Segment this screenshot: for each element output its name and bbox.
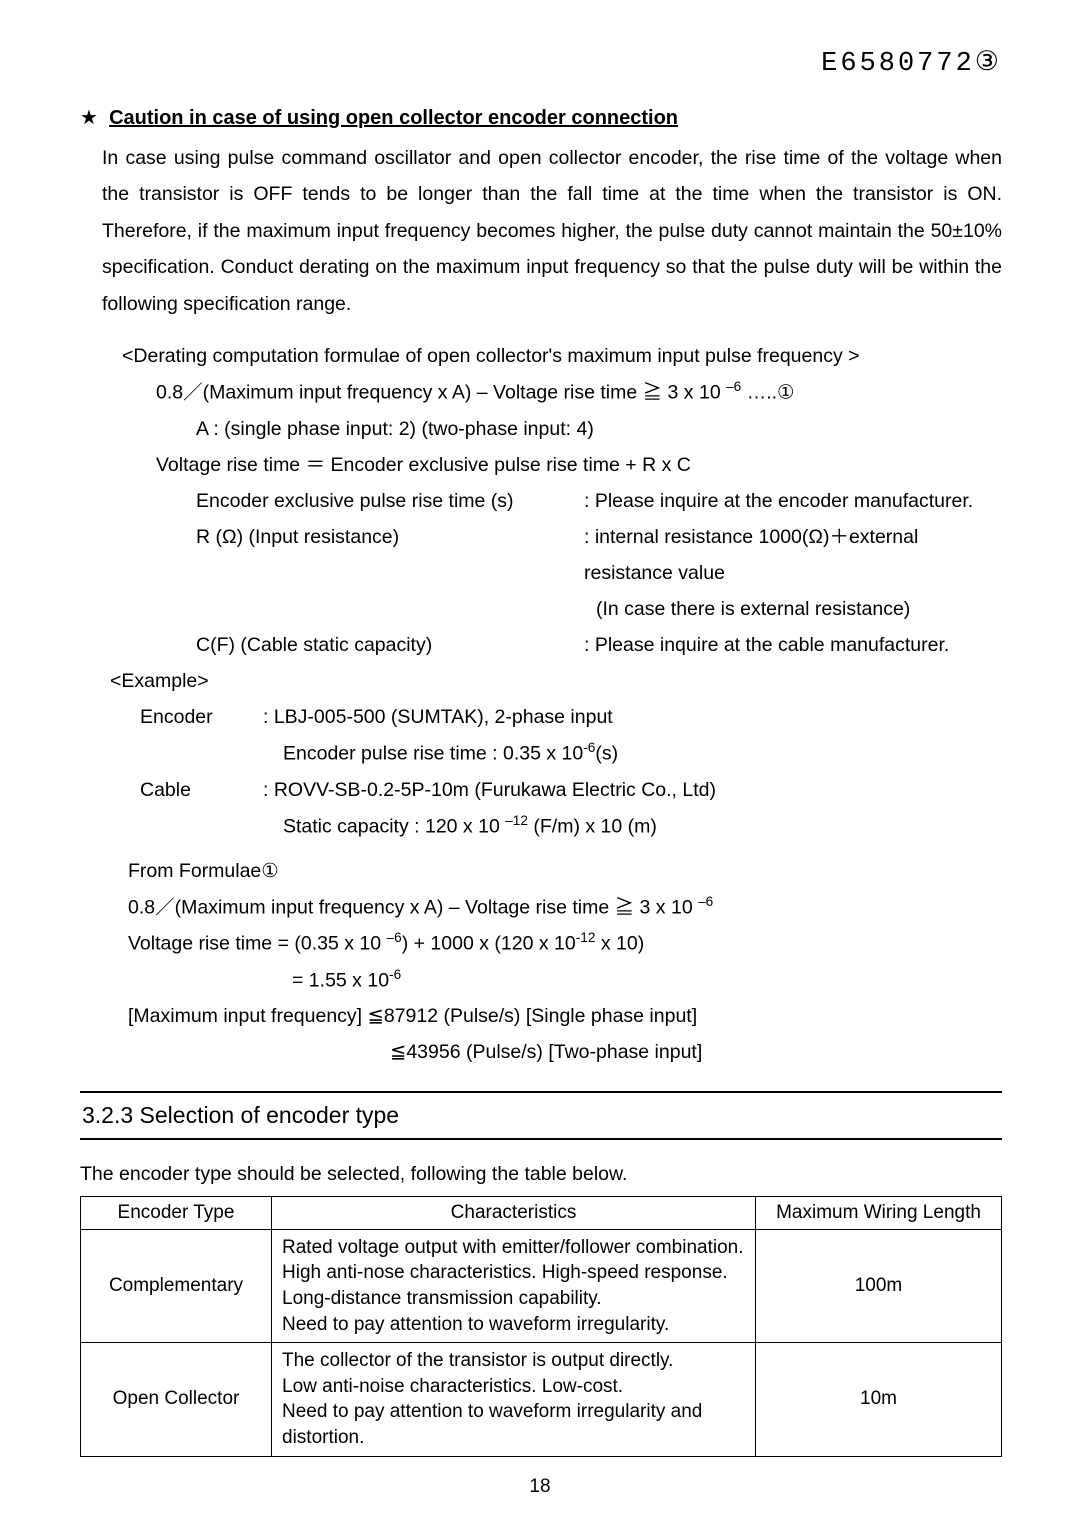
formula-1: 0.8／(Maximum input frequency x A) – Volt… [156,374,1002,411]
table-header-row: Encoder Type Characteristics Maximum Wir… [81,1196,1002,1229]
star-icon: ★ [80,107,98,129]
doc-number: E6580772③ [80,46,1002,79]
example-cable: Cable : ROVV-SB-0.2-5P-10m (Furukawa Ele… [140,772,1002,845]
from-formula: From Formulae① [128,853,1002,889]
cell-characteristics: Rated voltage output with emitter/follow… [272,1229,756,1343]
cell-length: 100m [756,1229,1002,1343]
cell-type: Complementary [81,1229,272,1343]
cell-characteristics: The collector of the transistor is outpu… [272,1343,756,1457]
vrt-line: Voltage rise time ＝ Encoder exclusive pu… [156,447,1002,483]
cell-length: 10m [756,1343,1002,1457]
heading-text: Caution in case of using open collector … [109,107,678,129]
max-line2: ≦43956 (Pulse/s) [Two-phase input] [390,1034,1002,1070]
ff-line3: = 1.55 x 10-6 [292,962,1002,999]
encoder-type-table: Encoder Type Characteristics Maximum Wir… [80,1196,1002,1457]
section-323: 3.2.3 Selection of encoder type [80,1091,1002,1140]
r-line: R (Ω) (Input resistance) : internal resi… [196,519,1002,591]
table-row: ComplementaryRated voltage output with e… [81,1229,1002,1343]
table-row: Open CollectorThe collector of the trans… [81,1343,1002,1457]
col-encoder-type: Encoder Type [81,1196,272,1229]
a-note: A : (single phase input: 2) (two-phase i… [196,411,1002,447]
section-title: 3.2.3 Selection of encoder type [80,1093,1002,1138]
caution-heading: ★ Caution in case of using open collecto… [80,105,1002,130]
r-note: (In case there is external resistance) [196,591,1002,627]
col-characteristics: Characteristics [272,1196,756,1229]
ff-line2: Voltage rise time = (0.35 x 10 –6) + 100… [128,925,1002,962]
derating-title: <Derating computation formulae of open c… [122,338,1002,374]
page-number: 18 [0,1476,1080,1498]
enc-pulse-line: Encoder exclusive pulse rise time (s) : … [196,483,1002,519]
col-max-wiring: Maximum Wiring Length [756,1196,1002,1229]
table-intro: The encoder type should be selected, fol… [80,1156,1002,1192]
intro-paragraph: In case using pulse command oscillator a… [102,140,1002,322]
c-line: C(F) (Cable static capacity) : Please in… [196,627,1002,663]
max-line1: [Maximum input frequency] ≦87912 (Pulse/… [128,998,1002,1034]
example-title: <Example> [110,663,1002,699]
ff-line1: 0.8／(Maximum input frequency x A) – Volt… [128,889,1002,926]
example-encoder: Encoder : LBJ-005-500 (SUMTAK), 2-phase … [140,699,1002,772]
cell-type: Open Collector [81,1343,272,1457]
